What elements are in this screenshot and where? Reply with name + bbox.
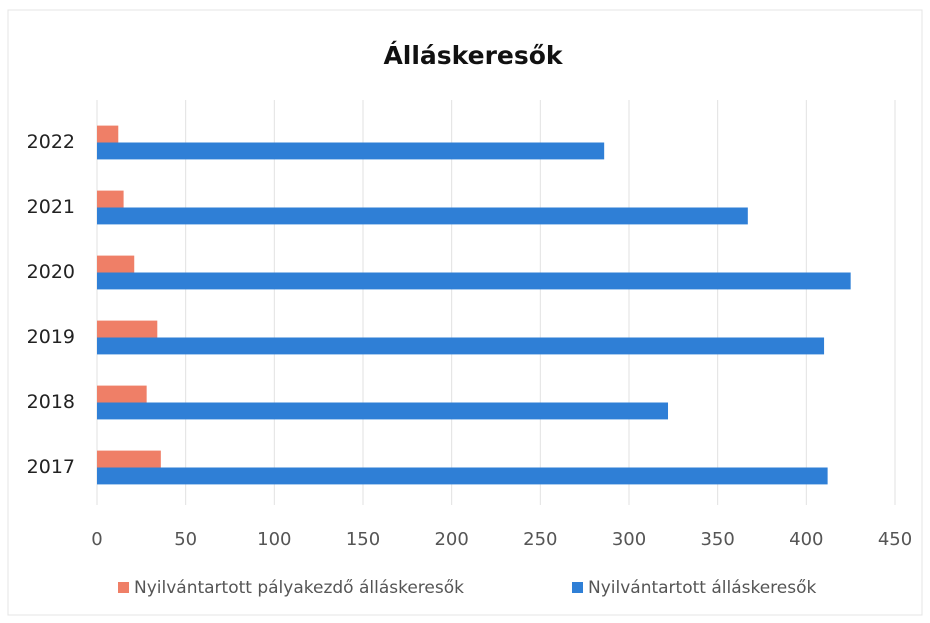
y-tick-label: 2020 (27, 261, 75, 283)
y-tick-label: 2018 (27, 391, 75, 413)
bar (97, 402, 669, 420)
x-tick-label: 400 (789, 529, 823, 550)
chart-title: Álláskeresők (383, 41, 563, 70)
legend-swatch (572, 582, 583, 593)
bar (97, 255, 135, 273)
legend-swatch (118, 582, 129, 593)
bar (97, 320, 158, 338)
y-tick-label: 2022 (27, 131, 75, 153)
bar (97, 450, 161, 468)
x-tick-label: 300 (612, 529, 646, 550)
bar (97, 467, 828, 485)
x-tick-label: 250 (523, 529, 557, 550)
x-tick-label: 100 (257, 529, 291, 550)
x-tick-label: 0 (91, 529, 102, 550)
x-tick-label: 150 (346, 529, 380, 550)
legend-label: Nyilvántartott pályakezdő álláskeresők (134, 578, 464, 598)
bar (97, 385, 147, 403)
bar (97, 125, 119, 143)
legend-label: Nyilvántartott álláskeresők (588, 578, 817, 598)
y-tick-label: 2017 (27, 456, 75, 478)
x-tick-label: 450 (878, 529, 912, 550)
bar (97, 207, 748, 225)
bar (97, 272, 851, 290)
x-tick-label: 350 (700, 529, 734, 550)
chart-frame (7, 9, 923, 616)
bar (97, 190, 124, 208)
y-tick-label: 2021 (27, 196, 75, 218)
bar (97, 142, 605, 160)
y-tick-label: 2019 (27, 326, 75, 348)
bar (97, 337, 825, 355)
x-tick-label: 50 (174, 529, 197, 550)
x-tick-label: 200 (434, 529, 468, 550)
